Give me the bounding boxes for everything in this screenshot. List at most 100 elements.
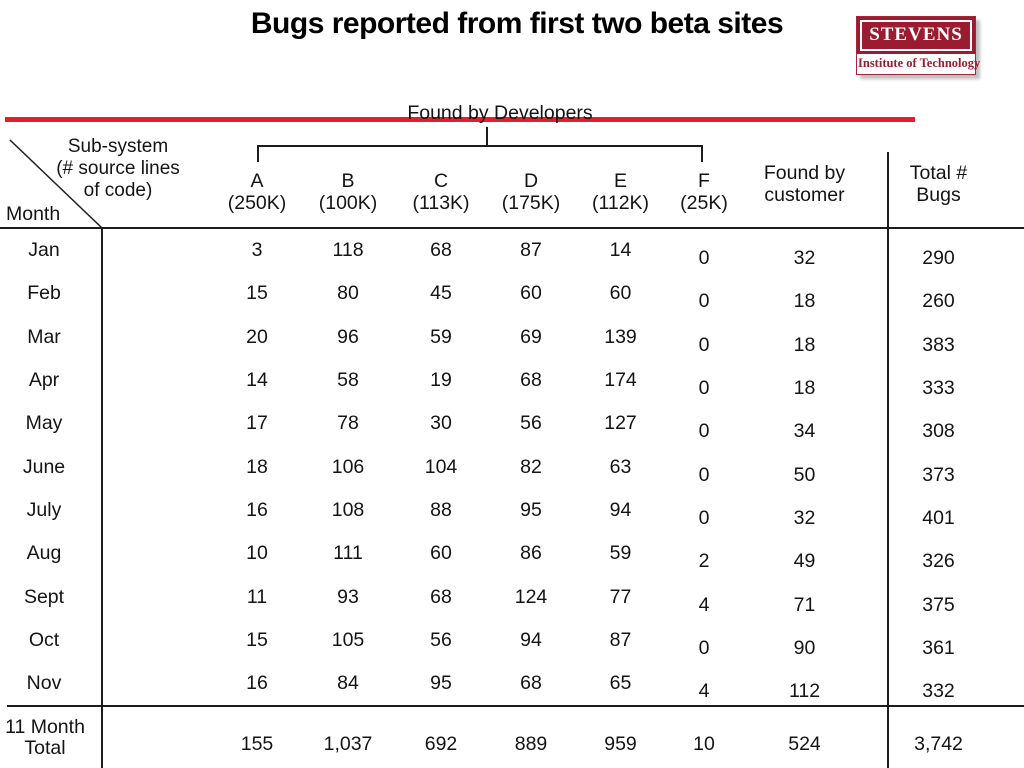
cell-subsystem-f: 0 (698, 463, 710, 486)
cell-subsystem-a: 15 (246, 628, 268, 651)
cell-subsystem-e: 59 (609, 542, 632, 565)
cell-subsystem-b: 118 (332, 239, 364, 262)
total-subsystem-b: 1,037 (323, 733, 373, 755)
cell-found-by-customer: 71 (793, 593, 816, 616)
table-body: Jan 3 118 68 87 14 0 32 290 Feb 15 80 45… (0, 229, 1024, 705)
corner-line: Sub-system (67, 136, 169, 157)
cell-subsystem-d: 68 (520, 369, 542, 392)
month-cell: Nov (26, 672, 62, 695)
total-column-line (887, 152, 889, 768)
column-header-found-by-customer: Found by customer (763, 162, 846, 206)
cell-subsystem-e: 174 (604, 369, 637, 392)
cell-subsystem-a: 14 (246, 369, 268, 392)
bracket-line (257, 145, 703, 162)
cell-subsystem-b: 84 (337, 672, 359, 695)
column-header-e: E (112K) (591, 170, 650, 214)
table-row: Mar 20 96 59 69 139 0 18 383 (0, 316, 1024, 359)
month-cell: Sept (23, 585, 65, 608)
cell-subsystem-f: 0 (698, 420, 710, 443)
column-header-total-bugs: Total # Bugs (909, 162, 968, 206)
column-header-f: F (25K) (680, 170, 728, 214)
month-cell: Oct (28, 628, 60, 651)
cell-subsystem-a: 15 (246, 282, 268, 305)
table-row: May 17 78 30 56 127 0 34 308 (0, 402, 1024, 445)
month-cell: May (25, 412, 63, 435)
bracket-stem-line (486, 127, 488, 145)
month-cell: Mar (27, 325, 61, 348)
cell-subsystem-c: 104 (424, 455, 458, 478)
cell-subsystem-a: 17 (246, 412, 268, 435)
table-row: Aug 10 111 60 86 59 2 49 326 (0, 532, 1024, 575)
cell-subsystem-f: 0 (698, 636, 710, 659)
total-row-label: 11 Month Total (5, 715, 85, 759)
cell-subsystem-a: 10 (246, 542, 268, 565)
header-spacer (0, 160, 102, 226)
cell-subsystem-c: 88 (430, 498, 452, 521)
table-row: Nov 16 84 95 68 65 4 112 332 (0, 662, 1024, 705)
table-row: Feb 15 80 45 60 60 0 18 260 (0, 272, 1024, 315)
total-found-by-customer: 524 (788, 733, 821, 755)
cell-subsystem-f: 2 (698, 550, 710, 573)
cell-subsystem-b: 58 (337, 369, 359, 392)
cell-subsystem-d: 87 (520, 239, 542, 262)
cell-subsystem-d: 94 (520, 628, 542, 651)
cell-subsystem-f: 0 (698, 290, 710, 313)
month-cell: Jan (28, 239, 60, 262)
cell-total-bugs: 373 (922, 463, 955, 486)
cell-subsystem-b: 93 (337, 585, 359, 608)
cell-subsystem-a: 18 (246, 455, 268, 478)
logo-subtitle: Institute of Technology (858, 56, 981, 70)
cell-subsystem-b: 111 (333, 542, 363, 565)
column-header-row: A (250K) B (100K) C (113K) D (175K) E (1… (0, 160, 1024, 226)
cell-subsystem-d: 82 (520, 455, 542, 478)
corner-line: of code) (83, 180, 153, 201)
cell-subsystem-d: 69 (520, 325, 542, 348)
red-divider-line (5, 117, 915, 122)
corner-line: (# source lines (56, 158, 180, 179)
cell-subsystem-b: 80 (337, 282, 359, 305)
header-separator-line (0, 227, 1024, 229)
month-cell: Feb (27, 282, 61, 305)
cell-found-by-customer: 32 (793, 506, 816, 529)
corner-header-subsystem: Sub-system (# source lines of code) (28, 136, 208, 202)
diagonal-divider-line (9, 139, 103, 229)
cell-subsystem-d: 95 (520, 498, 542, 521)
column-header-a: A (250K) (227, 170, 287, 214)
cell-subsystem-c: 60 (430, 542, 452, 565)
cell-found-by-customer: 32 (793, 247, 816, 270)
cell-found-by-customer: 34 (793, 420, 816, 443)
total-separator-line (7, 705, 1024, 707)
cell-subsystem-d: 56 (520, 412, 542, 435)
cell-subsystem-c: 30 (430, 412, 452, 435)
cell-subsystem-d: 124 (514, 585, 548, 608)
cell-total-bugs: 308 (922, 420, 955, 443)
total-row: 11 Month Total 155 1,037 692 889 959 10 … (0, 707, 1024, 768)
month-cell: Aug (26, 542, 62, 565)
cell-total-bugs: 333 (922, 377, 955, 400)
cell-subsystem-e: 65 (609, 672, 632, 695)
cell-total-bugs: 326 (922, 550, 955, 573)
cell-subsystem-c: 95 (430, 672, 452, 695)
month-cell: June (22, 455, 66, 478)
cell-subsystem-c: 68 (430, 239, 452, 262)
column-header-d: D (175K) (501, 170, 561, 214)
total-subsystem-a: 155 (240, 733, 274, 755)
cell-subsystem-e: 77 (609, 585, 632, 608)
table-row: Sept 11 93 68 124 77 4 71 375 (0, 575, 1024, 618)
table-row: July 16 108 88 95 94 0 32 401 (0, 489, 1024, 532)
cell-total-bugs: 332 (922, 680, 955, 703)
cell-subsystem-d: 68 (520, 672, 542, 695)
cell-subsystem-c: 45 (430, 282, 452, 305)
cell-found-by-customer: 112 (788, 680, 821, 703)
cell-subsystem-a: 20 (246, 325, 268, 348)
cell-total-bugs: 401 (922, 506, 955, 529)
cell-subsystem-a: 16 (246, 672, 268, 695)
group-header-found-by-developers: Found by Developers (407, 102, 593, 124)
cell-total-bugs: 290 (922, 247, 955, 270)
cell-subsystem-a: 3 (251, 239, 263, 262)
cell-subsystem-d: 60 (520, 282, 542, 305)
cell-subsystem-a: 16 (246, 498, 268, 521)
cell-subsystem-c: 56 (430, 628, 452, 651)
table-row: Oct 15 105 56 94 87 0 90 361 (0, 619, 1024, 662)
